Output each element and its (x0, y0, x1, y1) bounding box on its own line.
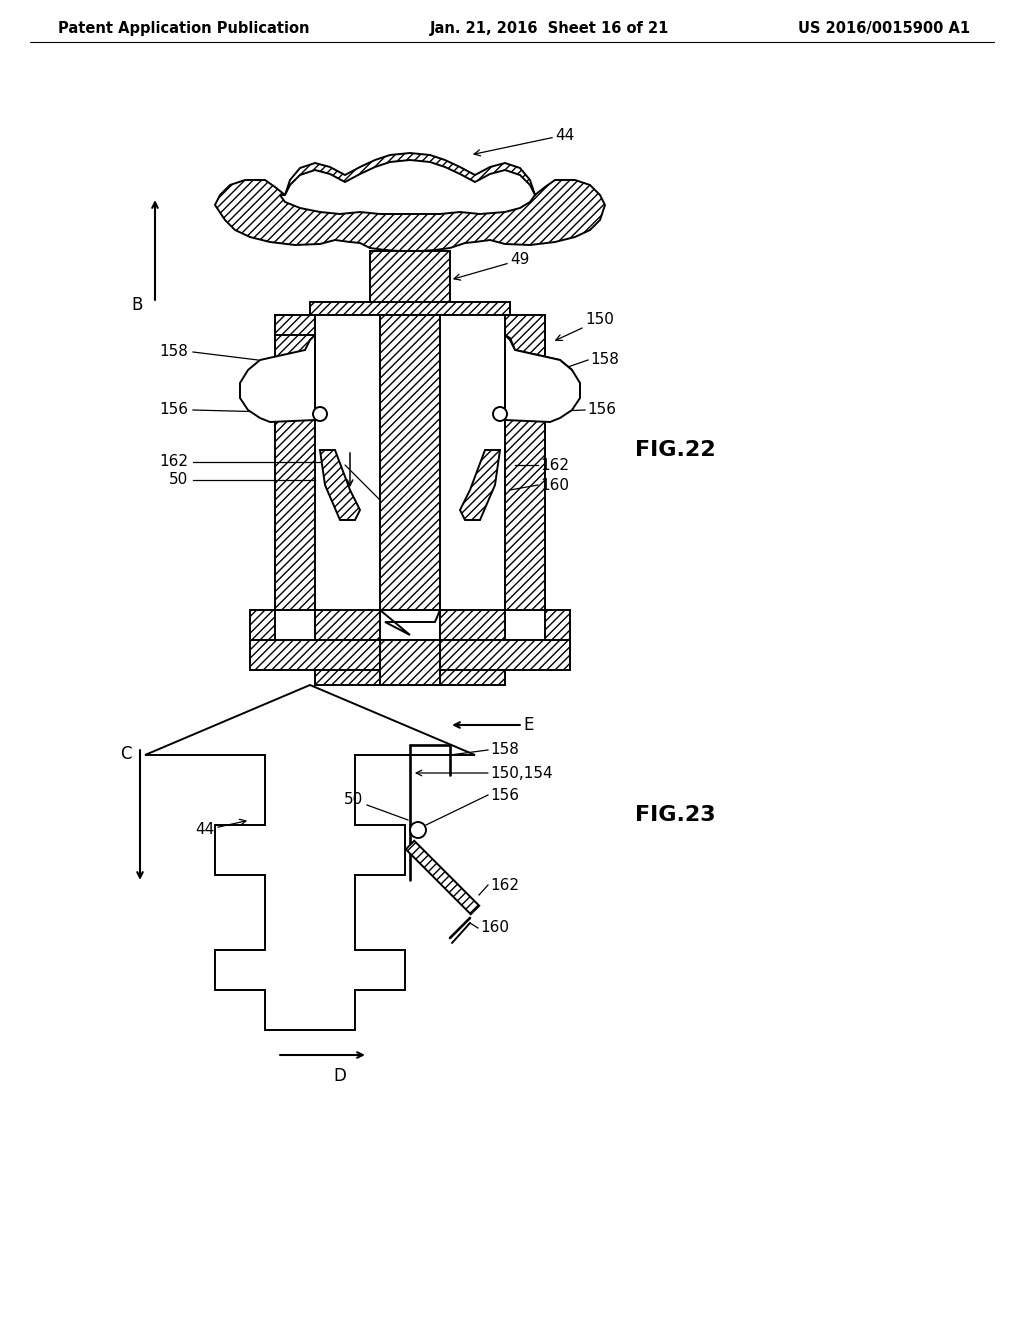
Circle shape (493, 407, 507, 421)
Text: 49: 49 (454, 252, 529, 280)
Polygon shape (460, 450, 500, 520)
Text: 162: 162 (490, 878, 519, 892)
Text: Jan. 21, 2016  Sheet 16 of 21: Jan. 21, 2016 Sheet 16 of 21 (430, 21, 670, 36)
Text: C: C (121, 744, 132, 763)
Polygon shape (370, 251, 450, 305)
Polygon shape (250, 640, 570, 671)
Polygon shape (315, 671, 505, 685)
Polygon shape (280, 160, 535, 214)
Text: FIG.22: FIG.22 (635, 440, 716, 459)
Text: 44: 44 (196, 820, 246, 837)
Text: E: E (523, 715, 534, 734)
Text: 162: 162 (159, 454, 188, 470)
Polygon shape (380, 640, 440, 685)
Polygon shape (505, 335, 575, 403)
Polygon shape (275, 315, 315, 610)
Text: Patent Application Publication: Patent Application Publication (58, 21, 309, 36)
Text: FIG.23: FIG.23 (635, 805, 716, 825)
Circle shape (410, 822, 426, 838)
Polygon shape (505, 315, 545, 610)
Text: D: D (334, 1067, 346, 1085)
Polygon shape (145, 685, 475, 1030)
Text: 158: 158 (490, 742, 519, 758)
Polygon shape (505, 335, 580, 430)
Polygon shape (380, 610, 440, 635)
Text: 50: 50 (344, 792, 362, 808)
Polygon shape (250, 610, 275, 640)
Polygon shape (310, 302, 510, 315)
Polygon shape (440, 610, 505, 640)
Polygon shape (315, 610, 380, 640)
Circle shape (313, 407, 327, 421)
Polygon shape (215, 153, 605, 251)
Polygon shape (380, 315, 440, 610)
Text: 156: 156 (490, 788, 519, 803)
Polygon shape (545, 610, 570, 640)
Text: 50: 50 (169, 473, 188, 487)
Text: 150,154: 150,154 (490, 766, 553, 780)
Text: 160: 160 (480, 920, 509, 936)
Text: 150: 150 (556, 313, 613, 341)
Polygon shape (319, 450, 360, 520)
Text: 158: 158 (159, 345, 188, 359)
Text: B: B (132, 296, 143, 314)
Text: 158: 158 (590, 352, 618, 367)
Polygon shape (275, 315, 315, 335)
Text: 160: 160 (540, 478, 569, 492)
Text: 156: 156 (159, 403, 188, 417)
Polygon shape (240, 335, 315, 430)
Polygon shape (406, 841, 479, 915)
Text: 44: 44 (474, 128, 574, 156)
Text: 156: 156 (587, 403, 616, 417)
Text: US 2016/0015900 A1: US 2016/0015900 A1 (798, 21, 970, 36)
Text: 162: 162 (540, 458, 569, 473)
